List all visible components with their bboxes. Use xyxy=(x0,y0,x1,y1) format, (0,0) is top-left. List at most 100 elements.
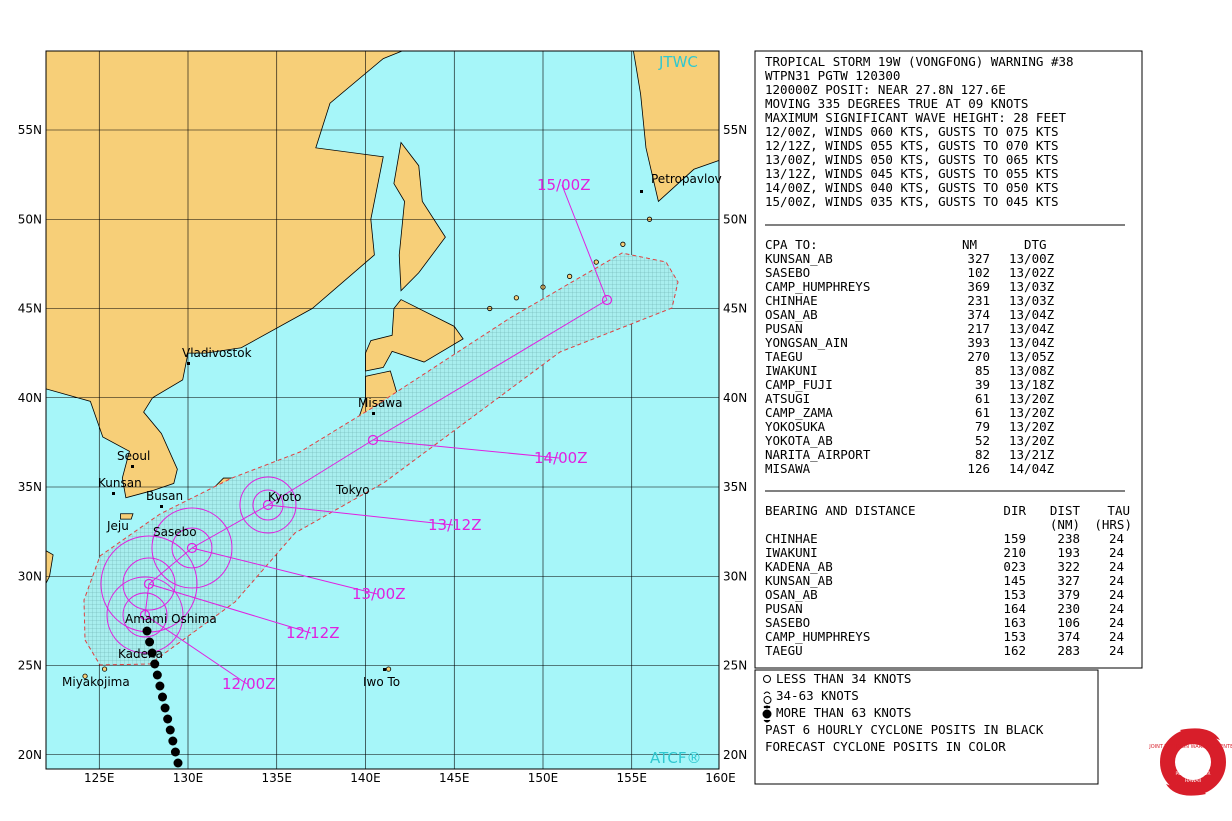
landmass xyxy=(365,299,464,372)
cpa-nm: 52 xyxy=(975,433,990,448)
place-label: Kunsan xyxy=(98,476,142,490)
logo-swirl xyxy=(1166,728,1220,796)
lon-tick-label: 125E xyxy=(84,771,115,785)
legend-line: LESS THAN 34 KNOTS xyxy=(776,671,911,686)
map-border xyxy=(45,50,720,770)
place-label: Petropavlov xyxy=(651,172,722,186)
cpa-header: NM xyxy=(962,237,977,252)
cpa-nm: 61 xyxy=(975,405,990,420)
cpa-name: CAMP_HUMPHREYS xyxy=(765,279,870,294)
cpa-name: PUSAN xyxy=(765,321,803,336)
cpa-nm: 374 xyxy=(967,307,990,322)
landmass xyxy=(393,141,446,292)
bearing-dist: 379 xyxy=(1057,587,1080,602)
bearing-dist: 106 xyxy=(1057,615,1080,630)
forecast-label: 12/12Z xyxy=(286,624,340,642)
cpa-dtg: 13/18Z xyxy=(1009,377,1055,392)
cpa-nm: 39 xyxy=(975,377,990,392)
cpa-name: KUNSAN_AB xyxy=(765,251,833,266)
forecast-cone xyxy=(83,252,679,666)
cpa-name: OSAN_AB xyxy=(765,307,818,322)
forecast-label: 13/12Z xyxy=(428,516,482,534)
cpa-name: TAEGU xyxy=(765,349,803,364)
cpa-name: YONGSAN_AIN xyxy=(765,335,848,350)
bearing-dir: 153 xyxy=(1003,629,1026,644)
past-posit xyxy=(158,692,167,702)
lat-tick-label: 40N xyxy=(723,391,747,405)
bearing-name: KUNSAN_AB xyxy=(765,573,833,588)
place-label: Amami Oshima xyxy=(125,612,217,626)
landmass xyxy=(46,550,54,585)
cpa-name: SASEBO xyxy=(765,265,810,280)
island xyxy=(82,673,88,679)
forecast-posit xyxy=(601,294,613,306)
bearing-subheader: (HRS) xyxy=(1094,517,1132,532)
landmass xyxy=(120,513,134,520)
logo-text: HAWAII xyxy=(1185,778,1201,784)
past-posit xyxy=(150,659,160,669)
bearing-dir: 159 xyxy=(1003,531,1026,546)
warning-line: 120000Z POSIT: NEAR 27.8N 127.6E xyxy=(765,82,1006,97)
lon-tick-label: 150E xyxy=(528,771,559,785)
lat-tick-label: 35N xyxy=(18,480,42,494)
wind-radius xyxy=(252,489,284,521)
cpa-dtg: 13/08Z xyxy=(1009,363,1055,378)
bearing-tau: 24 xyxy=(1109,531,1124,546)
cpa-nm: 102 xyxy=(967,265,990,280)
past-posit xyxy=(155,681,165,691)
lat-tick-label: 20N xyxy=(18,748,42,762)
logo-center xyxy=(1175,744,1211,780)
island xyxy=(567,273,573,279)
bearing-name: PUSAN xyxy=(765,601,803,616)
lat-tick-label: 30N xyxy=(723,569,747,583)
lat-tick-label: 40N xyxy=(18,391,42,405)
past-posit xyxy=(163,714,173,724)
bearing-dir: 145 xyxy=(1003,573,1026,588)
bearing-name: TAEGU xyxy=(765,643,803,658)
place-marker xyxy=(112,492,115,495)
bearing-name: CHINHAE xyxy=(765,531,818,546)
cpa-nm: 231 xyxy=(967,293,990,308)
past-posit xyxy=(170,747,180,757)
lon-tick-label: 135E xyxy=(262,771,293,785)
bearing-dist: 193 xyxy=(1057,545,1080,560)
place-marker xyxy=(187,362,190,365)
cpa-name: NARITA_AIRPORT xyxy=(765,447,871,462)
leader-line xyxy=(561,184,608,301)
wind-radius xyxy=(151,507,233,589)
bearing-name: SASEBO xyxy=(765,615,810,630)
bearing-tau: 24 xyxy=(1109,587,1124,602)
cpa-name: MISAWA xyxy=(765,461,811,476)
past-posit xyxy=(160,703,170,713)
cpa-nm: 126 xyxy=(967,461,990,476)
symbol-typhoon xyxy=(762,705,772,723)
landmass xyxy=(46,51,404,499)
past-posit xyxy=(142,626,152,636)
place-label: Sasebo xyxy=(153,525,197,539)
lon-tick-label: 160E xyxy=(705,771,736,785)
map xyxy=(45,50,720,770)
bearing-tau: 24 xyxy=(1109,545,1124,560)
bearing-tau: 24 xyxy=(1109,601,1124,616)
lat-tick-label: 55N xyxy=(723,123,747,137)
cpa-dtg: 13/05Z xyxy=(1009,349,1055,364)
bearing-tau: 24 xyxy=(1109,573,1124,588)
bearing-dir: 164 xyxy=(1003,601,1026,616)
bearing-dir: 023 xyxy=(1003,559,1026,574)
logo xyxy=(1158,727,1228,797)
place-label: Busan xyxy=(146,489,183,503)
leader-line xyxy=(372,439,560,459)
cpa-nm: 217 xyxy=(967,321,990,336)
forecast-label: 14/00Z xyxy=(534,449,588,467)
place-marker xyxy=(160,505,163,508)
leader-line xyxy=(267,504,454,526)
cpa-dtg: 13/00Z xyxy=(1009,251,1055,266)
warning-line: 15/00Z, WINDS 035 KTS, GUSTS TO 045 KTS xyxy=(765,194,1059,209)
bearing-header: BEARING AND DISTANCE xyxy=(765,503,916,518)
landmass xyxy=(633,51,719,203)
cpa-dtg: 13/04Z xyxy=(1009,335,1055,350)
bearing-dist: 230 xyxy=(1057,601,1080,616)
past-posit xyxy=(173,758,183,768)
cpa-name: CAMP_FUJI xyxy=(765,377,833,392)
lat-tick-label: 35N xyxy=(723,480,747,494)
